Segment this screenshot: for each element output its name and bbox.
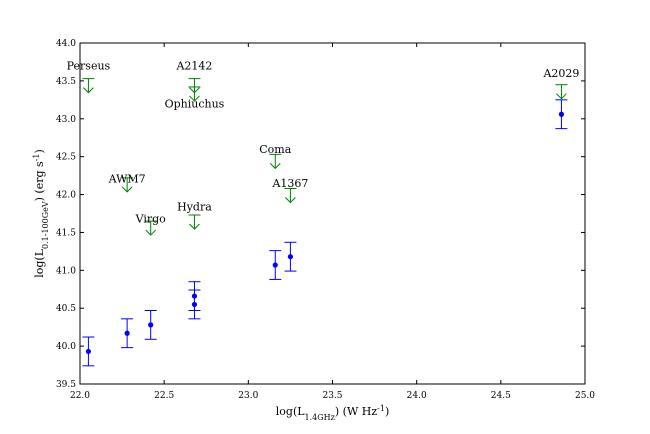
down-arrow-icon	[121, 186, 133, 193]
upper-limit-perseus: Perseus	[67, 60, 111, 94]
detection-point	[121, 318, 134, 349]
down-arrow-icon	[556, 93, 567, 100]
down-arrow-icon	[269, 163, 281, 170]
ticks-layer: 22.0 22.5 23.0 23.5 24.0 24.5 25.0 39.5 40.0 40.5…	[56, 39, 595, 401]
y-tick-label: 43.0	[56, 115, 76, 125]
detection-point	[555, 99, 568, 130]
cluster-label: A2142	[175, 60, 212, 73]
cluster-label: Perseus	[67, 60, 111, 73]
y-tick-label: 40.5	[56, 304, 76, 314]
upper-limit-a2029: A2029	[542, 67, 579, 100]
detection-marker	[272, 262, 278, 268]
y-axis-label: log(L0.1-100GeV) (erg s-1)	[32, 149, 50, 278]
detection-marker	[124, 330, 130, 336]
upper-limit-ophiuchus: Ophiuchus	[165, 86, 225, 110]
detection-marker	[148, 322, 154, 328]
cluster-label: Hydra	[177, 200, 212, 213]
upper-limit-virgo: Virgo	[135, 213, 167, 236]
upper-limit-awm7: AWM7	[108, 172, 146, 193]
cluster-label: Ophiuchus	[165, 97, 225, 110]
y-tick-label: 43.5	[56, 77, 76, 87]
down-arrow-icon	[189, 223, 200, 230]
x-tick-label: 24.5	[491, 391, 511, 401]
detection-marker	[191, 293, 198, 299]
y-tick-label: 41.0	[56, 266, 76, 276]
y-tick-label: 42.5	[56, 153, 76, 163]
detection-marker	[558, 111, 565, 117]
detection-point	[284, 241, 297, 272]
upper-limit-coma: Coma	[259, 143, 292, 170]
y-tick-label: 40.0	[56, 342, 76, 352]
y-tick-label: 41.5	[56, 228, 76, 238]
cluster-label: Virgo	[135, 213, 167, 226]
x-tick-label: 23.5	[322, 391, 342, 401]
y-tick-label: 39.5	[56, 380, 76, 390]
detection-point	[82, 336, 95, 367]
cluster-label: Coma	[259, 143, 291, 156]
y-tick-label: 42.0	[56, 191, 76, 201]
down-arrow-icon	[189, 95, 200, 102]
x-tick-label: 24.0	[407, 391, 427, 401]
x-tick-label: 22.0	[70, 391, 90, 401]
down-arrow-icon	[145, 229, 157, 236]
cluster-label: A1367	[271, 177, 308, 190]
detections-layer	[82, 99, 568, 367]
x-tick-label: 23.0	[238, 391, 258, 401]
upper-limit-a1367: A1367	[271, 177, 308, 204]
upper-limits-layer: Perseus A2142 Ophiuchus AWM7 Virgo Hydra Coma A…	[67, 60, 579, 236]
down-arrow-icon	[83, 87, 94, 94]
cluster-label: A2029	[542, 67, 579, 80]
detection-marker	[287, 254, 294, 260]
x-axis-label: log(L1.4GHz) (W Hz-1)	[276, 404, 389, 422]
detection-point	[269, 250, 282, 280]
cluster-label: AWM7	[108, 172, 146, 185]
upper-limit-hydra: Hydra	[177, 200, 212, 230]
detection-point	[144, 309, 157, 340]
detection-marker	[85, 348, 92, 355]
x-tick-label: 22.5	[154, 391, 174, 401]
down-arrow-icon	[285, 197, 296, 204]
detection-point	[188, 281, 201, 311]
x-tick-label: 25.0	[575, 391, 595, 401]
y-tick-label: 44.0	[56, 39, 76, 49]
